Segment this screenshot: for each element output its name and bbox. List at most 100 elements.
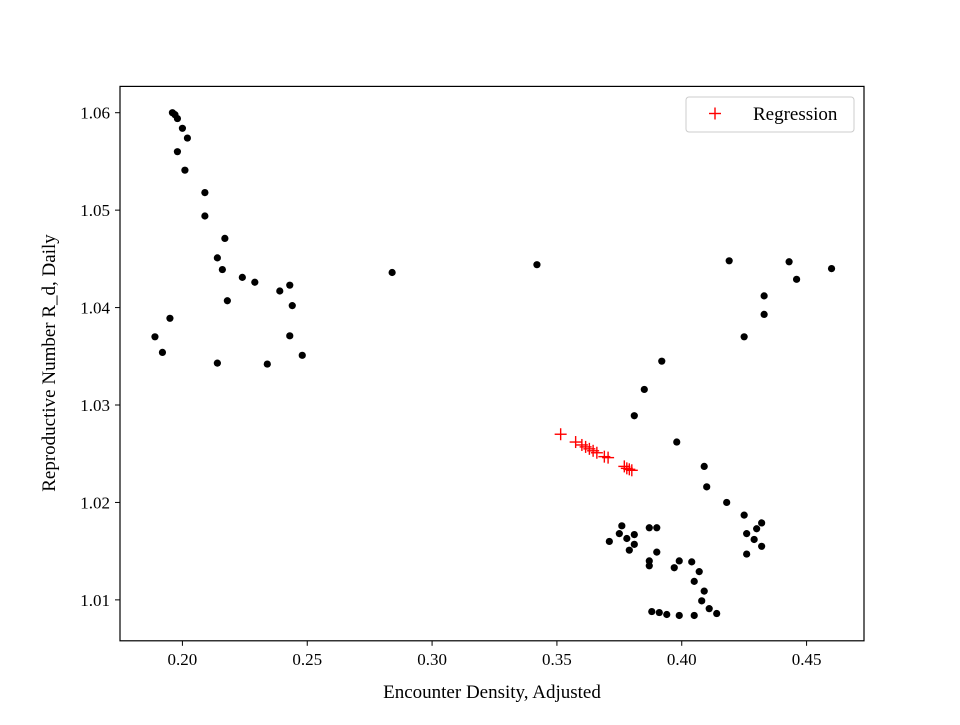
data-point (286, 332, 294, 340)
data-point (688, 558, 696, 566)
data-point (625, 546, 633, 554)
data-point (213, 359, 221, 367)
data-point (181, 166, 189, 174)
data-point (201, 189, 209, 197)
y-tick-label: 1.06 (80, 104, 110, 123)
data-point (263, 360, 271, 368)
y-tick-label: 1.01 (80, 591, 110, 610)
data-point (743, 530, 751, 538)
data-point (158, 348, 167, 356)
data-point (792, 275, 801, 283)
data-point (723, 498, 731, 507)
x-axis-label: Encounter Density, Adjusted (383, 682, 601, 703)
data-point (286, 281, 294, 289)
regression-point (623, 463, 636, 476)
data-point (630, 530, 638, 539)
regression-point (625, 464, 638, 477)
data-point (645, 524, 653, 532)
data-point (251, 278, 259, 286)
x-tick-label: 0.35 (542, 650, 572, 669)
data-point (758, 542, 766, 550)
x-axis: 0.20 0.25 0.30 0.35 0.40 0.45 (168, 640, 822, 669)
data-point (630, 540, 638, 548)
data-point (173, 148, 182, 156)
data-point (705, 605, 713, 613)
data-point (645, 562, 653, 570)
y-tick-label: 1.04 (80, 299, 110, 318)
data-point (615, 530, 623, 538)
legend: Regression (685, 96, 855, 133)
data-point (670, 564, 678, 572)
data-point (690, 577, 698, 585)
data-point (213, 254, 221, 262)
data-point (630, 412, 638, 420)
data-point (618, 522, 626, 530)
legend-plus-marker (709, 107, 721, 120)
x-tick-label: 0.25 (292, 650, 322, 669)
data-point (658, 357, 666, 365)
data-point (700, 587, 708, 595)
data-point (218, 265, 226, 274)
y-axis-label: Reproductive Number R_d, Daily (39, 234, 60, 492)
data-point (673, 438, 681, 446)
data-point (743, 550, 751, 558)
data-point (640, 385, 648, 394)
data-point (655, 608, 663, 617)
x-tick-label: 0.40 (667, 650, 697, 669)
data-point (675, 611, 683, 620)
regression-point (554, 428, 567, 441)
data-point (740, 511, 748, 519)
regression-point (618, 460, 631, 473)
x-tick-label: 0.30 (417, 650, 447, 669)
data-point (653, 548, 661, 556)
y-tick-label: 1.03 (80, 396, 110, 415)
data-point (760, 292, 768, 300)
plot-frame (119, 85, 865, 642)
legend-marker-regression (709, 107, 721, 120)
y-tick-label: 1.02 (80, 493, 110, 512)
data-point (703, 483, 711, 491)
data-point (276, 287, 284, 295)
data-point (827, 265, 836, 273)
data-point (298, 351, 306, 359)
regression-point (569, 436, 582, 449)
data-point (183, 134, 192, 142)
x-tick-label: 0.20 (168, 650, 198, 669)
x-tick-label: 0.45 (792, 650, 822, 669)
data-points (151, 109, 836, 620)
y-tick-label: 1.05 (80, 201, 110, 220)
data-point (201, 212, 209, 220)
data-point (740, 333, 748, 341)
data-point (173, 114, 182, 123)
data-point (223, 297, 231, 305)
legend-box (685, 96, 855, 133)
regression-point (590, 446, 603, 459)
data-point (623, 534, 631, 543)
data-point (663, 610, 671, 619)
data-point (690, 611, 698, 620)
data-point (151, 333, 159, 341)
y-axis: 1.01 1.02 1.03 1.04 1.05 1.06 (80, 104, 120, 610)
data-point (605, 537, 613, 546)
data-point (698, 597, 706, 605)
data-point (760, 310, 768, 318)
data-point (750, 535, 758, 544)
data-point (725, 257, 733, 265)
data-point (700, 462, 708, 470)
legend-label-regression: Regression (753, 104, 838, 125)
regression-point (620, 462, 633, 475)
data-point (675, 557, 683, 565)
data-point (758, 519, 766, 527)
data-point (288, 302, 296, 310)
data-point (166, 314, 174, 322)
data-point (388, 268, 396, 277)
data-point (178, 124, 187, 132)
regression-point (602, 451, 615, 464)
data-point (695, 568, 703, 576)
data-point (653, 524, 661, 532)
data-point (713, 609, 721, 618)
data-point (221, 234, 229, 242)
data-point (238, 273, 246, 281)
